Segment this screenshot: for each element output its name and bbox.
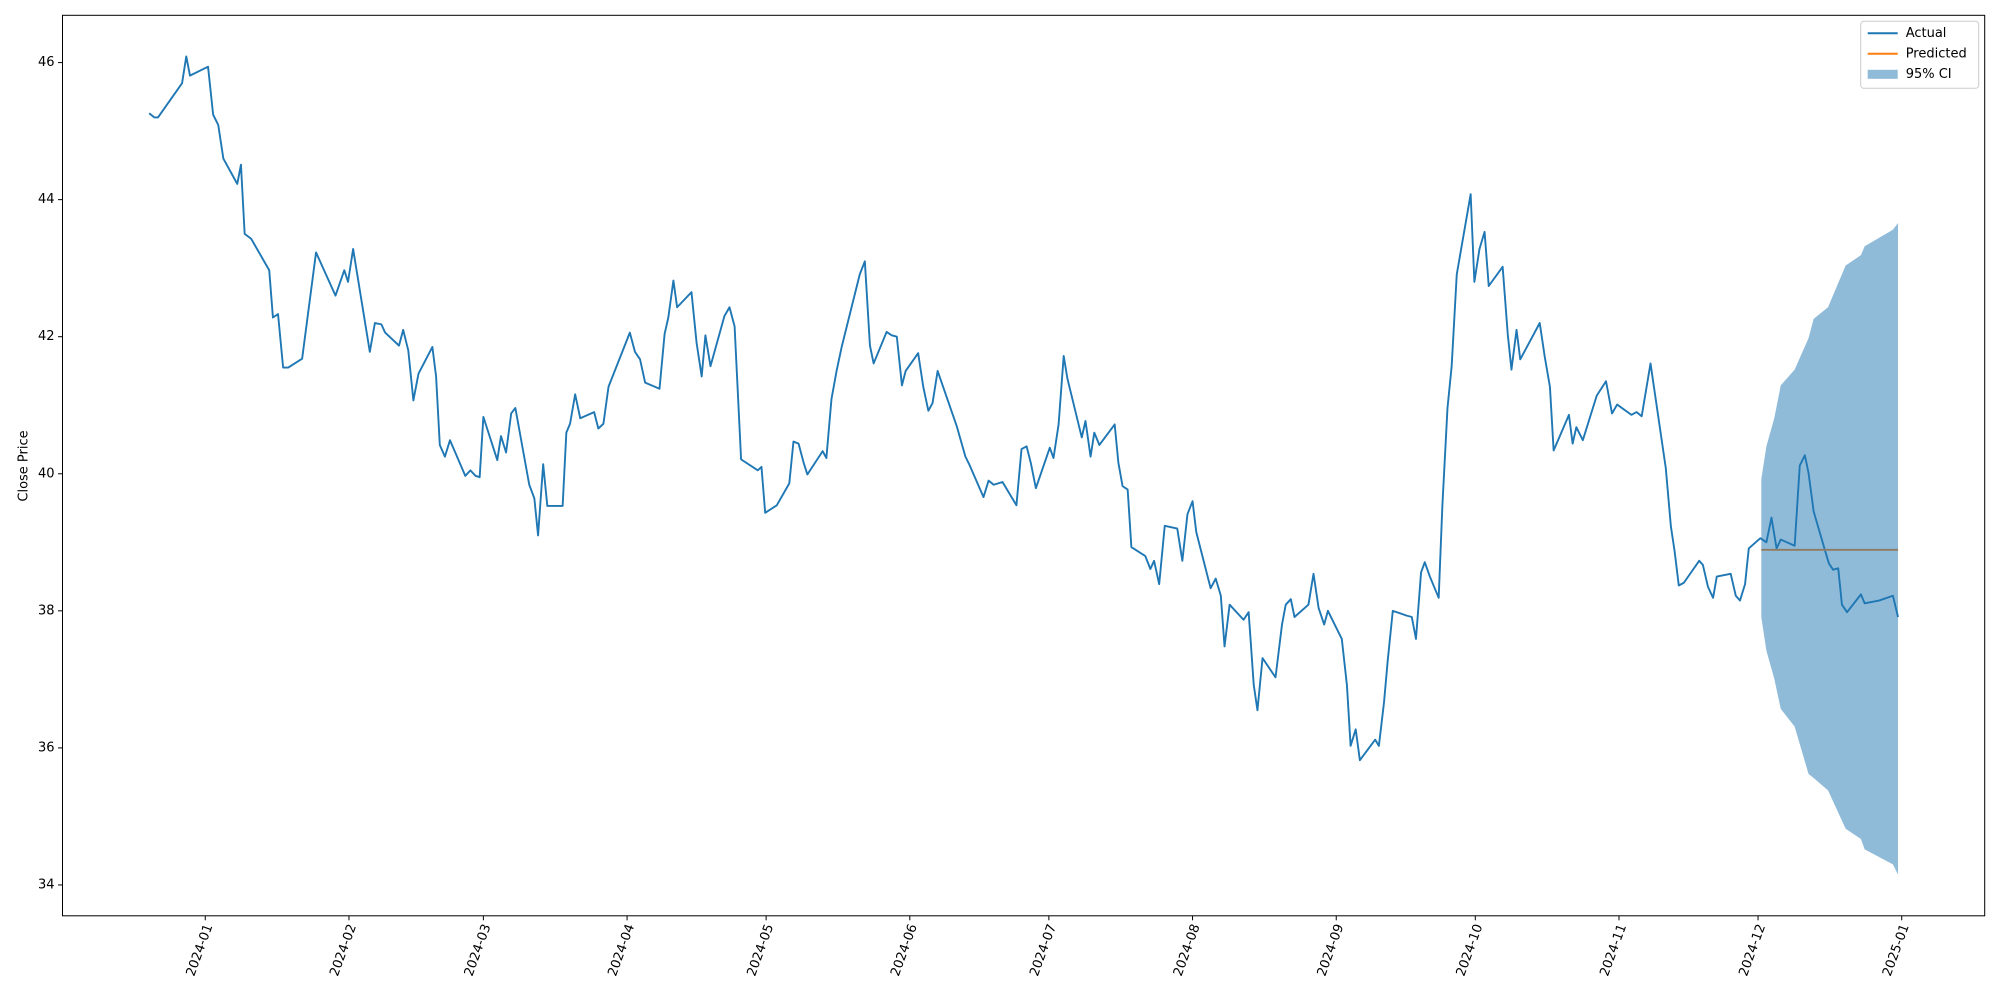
y-tick-label: 44	[38, 192, 55, 207]
y-tick-label: 40	[38, 466, 55, 481]
y-axis-label: Close Price	[17, 430, 32, 501]
legend-label: Actual	[1906, 26, 1947, 41]
legend-label: 95% CI	[1906, 67, 1952, 82]
y-tick-label: 36	[38, 740, 55, 755]
confidence-band	[1761, 222, 1899, 875]
y-tick-label: 38	[38, 603, 55, 618]
legend-label: Predicted	[1906, 46, 1967, 61]
plot-frame	[62, 14, 1986, 917]
y-tick-label: 46	[38, 55, 55, 70]
y-tick-label: 34	[38, 877, 55, 892]
y-tick-label: 42	[38, 329, 55, 344]
legend-swatch	[1867, 69, 1898, 79]
line	[148, 55, 1899, 762]
legend: Actual Predicted 95% CI	[1860, 20, 1980, 89]
